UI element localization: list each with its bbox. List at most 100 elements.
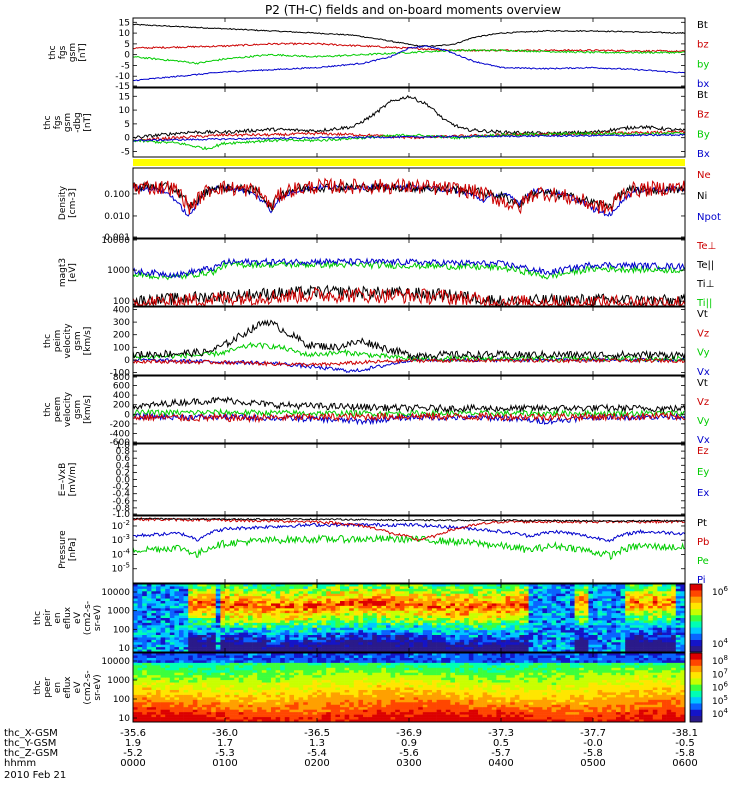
spec-cell: [501, 610, 506, 614]
spec-cell: [381, 642, 387, 646]
spec-cell: [547, 649, 552, 653]
spec-cell: [675, 620, 681, 624]
series-Ne: [132, 177, 686, 215]
spec-cell: [666, 615, 672, 619]
spec-cell: [445, 605, 451, 609]
spec-cell: [215, 665, 221, 669]
spec-cell: [284, 657, 290, 661]
series-Vt: [132, 319, 686, 361]
spec-cell: [280, 605, 286, 609]
spec-cell: [662, 610, 667, 614]
spec-cell: [312, 593, 318, 597]
spec-cell: [257, 655, 263, 659]
spec-cell: [248, 699, 253, 703]
spec-cell: [597, 601, 603, 604]
spec-cell: [225, 672, 230, 676]
spec-cell: [275, 672, 281, 676]
spec-cell: [468, 644, 474, 648]
spec-cell: [496, 632, 502, 636]
spec-cell: [289, 689, 295, 693]
spec-cell: [404, 618, 410, 621]
spec-cell: [261, 588, 267, 592]
spec-cell: [524, 613, 529, 616]
spec-cell: [183, 639, 189, 643]
spec-cell: [169, 680, 175, 683]
spec-cell: [238, 712, 244, 715]
spec-cell: [220, 712, 226, 715]
spec-cell: [197, 692, 203, 696]
spec-cell: [547, 618, 552, 621]
spec-cell: [156, 618, 161, 621]
spec-cell: [648, 591, 654, 595]
spec-cell: [399, 605, 405, 609]
spec-cell: [413, 608, 419, 612]
spec-cell: [556, 584, 562, 587]
spec-cell: [459, 625, 465, 629]
spec-cell: [174, 694, 180, 698]
spec-cell: [183, 670, 189, 674]
spec-cell: [211, 593, 217, 597]
spec-cell: [151, 627, 157, 631]
spec-cell: [225, 660, 230, 664]
spec-cell: [284, 660, 290, 664]
spec-cell: [183, 598, 189, 602]
spec-cell: [326, 680, 332, 683]
spec-cell: [422, 630, 428, 633]
spec-cell: [505, 635, 511, 638]
spec-cell: [602, 644, 608, 648]
spec-cell: [639, 635, 644, 638]
spec-cell: [298, 704, 304, 708]
spec-cell: [280, 662, 286, 666]
spec-cell: [317, 584, 322, 587]
spec-cell: [257, 704, 263, 708]
spec-cell: [303, 702, 309, 706]
spec-cell: [330, 647, 336, 650]
spec-cell: [409, 596, 414, 599]
spec-cell: [151, 620, 157, 624]
spec-cell: [284, 685, 290, 688]
spec-cell: [317, 699, 322, 703]
spec-cell: [192, 697, 198, 701]
spec-cell: [211, 672, 217, 676]
spec-cell: [533, 622, 539, 626]
spec-cell: [197, 672, 203, 676]
spec-cell: [432, 622, 437, 626]
spec-cell: [303, 593, 309, 597]
spec-cell: [533, 620, 539, 624]
spec-cell: [574, 627, 580, 631]
spec-cell: [312, 601, 318, 604]
spec-cell: [137, 644, 143, 648]
spec-cell: [583, 625, 589, 629]
spec-cell: [422, 608, 428, 612]
spec-cell: [376, 632, 382, 636]
spec-cell: [482, 608, 488, 612]
spec-cell: [625, 630, 631, 633]
spec-cell: [340, 603, 345, 607]
spec-cell: [211, 601, 217, 604]
spec-cell: [353, 613, 359, 616]
spec-cell: [666, 605, 672, 609]
spec-cell: [533, 639, 539, 643]
spec-cell: [192, 610, 198, 614]
spec-cell: [294, 637, 299, 641]
spec-cell: [459, 630, 465, 633]
ytick-label: -15: [115, 82, 130, 92]
spec-cell: [436, 593, 442, 597]
spec-cell: [533, 608, 539, 612]
spec-cell: [399, 584, 405, 587]
spec-cell: [151, 622, 157, 626]
spec-cell: [611, 615, 617, 619]
spec-cell: [133, 687, 138, 691]
spec-cell: [390, 649, 396, 653]
spec-cell: [197, 709, 203, 713]
spec-cell: [183, 660, 189, 664]
spec-cell: [533, 584, 539, 587]
spec-cell: [284, 586, 290, 590]
spec-cell: [367, 687, 373, 691]
spec-cell: [238, 699, 244, 703]
spec-cell: [399, 603, 405, 607]
spec-cell: [353, 649, 359, 653]
spec-cell: [335, 704, 341, 708]
spec-cell: [409, 639, 414, 643]
